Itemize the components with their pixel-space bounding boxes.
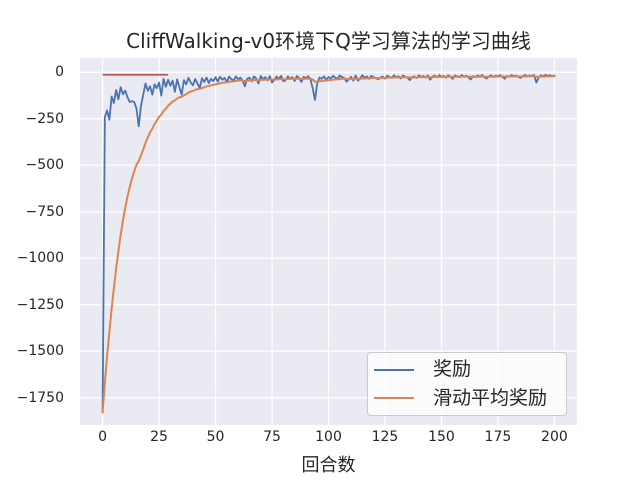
legend: 奖励 滑动平均奖励	[367, 352, 567, 416]
x-tick-label: 125	[371, 429, 399, 445]
y-tick-label: −1250	[16, 296, 64, 313]
y-tick-label: −1000	[16, 250, 64, 267]
legend-label-reward: 奖励	[433, 358, 472, 381]
legend-swatch-moving-average	[374, 397, 414, 400]
y-tick-label: −250	[25, 110, 64, 127]
y-tick-label: −500	[25, 157, 64, 174]
legend-swatch-reward	[374, 368, 414, 371]
legend-item-moving-average: 滑动平均奖励	[374, 386, 558, 412]
legend-item-reward: 奖励	[374, 357, 558, 383]
y-tick-label: −750	[25, 203, 64, 220]
plot-area: 奖励 滑动平均奖励	[80, 58, 577, 425]
x-tick-label: 100	[315, 429, 342, 445]
y-tick-label: 0	[55, 64, 64, 81]
chart-title: CliffWalking-v0环境下Q学习算法的学习曲线	[126, 29, 531, 53]
x-tick-label: 75	[263, 429, 281, 445]
x-tick-label: 0	[98, 429, 108, 445]
y-tick-label: −1500	[16, 343, 64, 360]
x-tick-label: 25	[150, 429, 168, 445]
moving-average-line	[101, 75, 556, 414]
x-tick-label: 200	[541, 429, 568, 445]
x-tick-label: 175	[484, 429, 512, 445]
x-axis-label: 回合数	[301, 455, 356, 476]
plot-canvas	[80, 58, 577, 425]
legend-label-moving-average: 滑动平均奖励	[433, 386, 548, 409]
x-tick-label: 150	[428, 429, 455, 445]
x-tick-label: 50	[206, 429, 225, 445]
y-tick-label: −1750	[16, 389, 64, 406]
